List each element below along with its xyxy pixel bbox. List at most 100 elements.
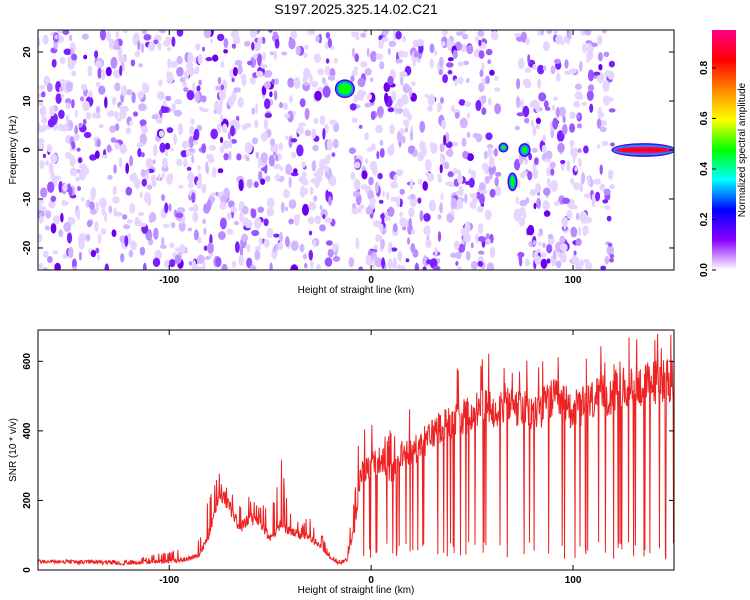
- heatmap-cell: [414, 262, 420, 270]
- heatmap-cell: [263, 118, 268, 130]
- heatmap-cell: [260, 64, 268, 69]
- x-tick-label: 0: [368, 575, 374, 586]
- heatmap-cell: [348, 257, 355, 268]
- heatmap-cell: [232, 66, 238, 77]
- heatmap-cell: [599, 112, 605, 118]
- heatmap-cell: [422, 181, 429, 191]
- heatmap-cell: [64, 152, 72, 159]
- heatmap-cell: [81, 83, 87, 91]
- heatmap-cell: [256, 70, 264, 78]
- heatmap-cell: [185, 149, 190, 157]
- heatmap-cell: [486, 262, 495, 270]
- heatmap-cell: [494, 76, 499, 81]
- heatmap-cell: [443, 134, 447, 146]
- heatmap-cell: [139, 133, 147, 146]
- heatmap-cell: [573, 182, 581, 191]
- heatmap-cell: [365, 206, 373, 215]
- heatmap-cell: [96, 254, 101, 261]
- heatmap-feature-core: [522, 146, 528, 154]
- heatmap-cell: [529, 189, 537, 197]
- heatmap-cell: [273, 233, 280, 238]
- heatmap-cell: [90, 192, 96, 201]
- heatmap-cell: [229, 119, 238, 127]
- heatmap-cell: [158, 130, 165, 138]
- heatmap-cell: [327, 248, 334, 258]
- heatmap-cell: [517, 251, 525, 258]
- heatmap-cell: [399, 71, 408, 78]
- heatmap-cell: [417, 197, 422, 204]
- heatmap-cell: [46, 144, 53, 153]
- heatmap-cell: [47, 255, 53, 264]
- heatmap-cell: [544, 106, 551, 111]
- heatmap-cell: [575, 238, 582, 246]
- heatmap-cell: [52, 250, 59, 255]
- heatmap-cell: [361, 170, 368, 180]
- heatmap-cell: [602, 80, 610, 92]
- heatmap-cell: [326, 139, 333, 151]
- heatmap-cell: [351, 117, 358, 123]
- heatmap-cell: [176, 158, 183, 167]
- heatmap-cell: [391, 90, 397, 102]
- heatmap-cell: [291, 151, 297, 159]
- heatmap-cell: [308, 230, 313, 236]
- heatmap-cell: [148, 41, 156, 52]
- heatmap-cell: [182, 81, 187, 88]
- heatmap-cell: [443, 161, 450, 170]
- heatmap-cell: [288, 199, 297, 210]
- heatmap-cell: [188, 207, 195, 212]
- heatmap-cell: [80, 197, 85, 202]
- heatmap-cell: [416, 38, 424, 47]
- colorbar: 0.0 0.2 0.4 0.6 0.8 Normalized spectral ampl…: [699, 30, 748, 277]
- heatmap-cell: [108, 205, 113, 214]
- heatmap-cell: [399, 188, 405, 195]
- heatmap-cell: [171, 103, 176, 113]
- heatmap-cell: [38, 85, 46, 90]
- heatmap-cell: [399, 127, 405, 135]
- heatmap-cell: [604, 256, 609, 265]
- heatmap-cell: [162, 106, 170, 113]
- heatmap-cell: [581, 172, 586, 185]
- heatmap-cell: [324, 66, 331, 76]
- heatmap-cell: [388, 40, 397, 47]
- heatmap-cell: [219, 136, 224, 144]
- heatmap-cell: [192, 140, 199, 145]
- heatmap-cell: [570, 177, 575, 185]
- heatmap-cell: [253, 181, 259, 188]
- heatmap-cell: [244, 141, 253, 154]
- heatmap-cell: [569, 68, 577, 74]
- heatmap-cell: [60, 212, 64, 223]
- heatmap-cell: [42, 267, 48, 270]
- heatmap-cell: [284, 135, 289, 141]
- heatmap-cell: [206, 199, 212, 211]
- heatmap-cell: [409, 179, 414, 191]
- heatmap-cell: [157, 173, 161, 181]
- heatmap-cell: [137, 90, 144, 100]
- y-tick-label: 200: [22, 492, 33, 509]
- heatmap-cell: [152, 257, 161, 267]
- heatmap-cell: [556, 130, 565, 142]
- heatmap-cell: [553, 58, 561, 64]
- y-tick-label: 20: [22, 46, 33, 58]
- heatmap-cell: [50, 195, 57, 202]
- heatmap-cell: [311, 160, 317, 172]
- colorbar-tick-label: 0.2: [699, 212, 710, 226]
- heatmap-cell: [381, 257, 386, 269]
- heatmap-cell: [269, 51, 274, 56]
- heatmap-cell: [254, 119, 259, 128]
- heatmap-cell: [75, 176, 81, 182]
- heatmap-cell: [370, 77, 374, 82]
- heatmap-cell: [137, 148, 142, 158]
- heatmap-cell: [233, 87, 241, 93]
- heatmap-cell: [364, 158, 369, 164]
- heatmap-cell: [376, 151, 380, 160]
- heatmap-cell: [477, 30, 485, 37]
- colorbar-tick-label: 0.6: [699, 111, 710, 125]
- heatmap-cell: [519, 172, 526, 179]
- heatmap-cell: [66, 232, 73, 244]
- heatmap-cell: [288, 38, 296, 50]
- heatmap-cell: [455, 261, 459, 266]
- heatmap-cell: [287, 110, 294, 123]
- heatmap-cell: [303, 67, 311, 79]
- heatmap-cell: [217, 33, 225, 42]
- heatmap-cell: [436, 102, 443, 112]
